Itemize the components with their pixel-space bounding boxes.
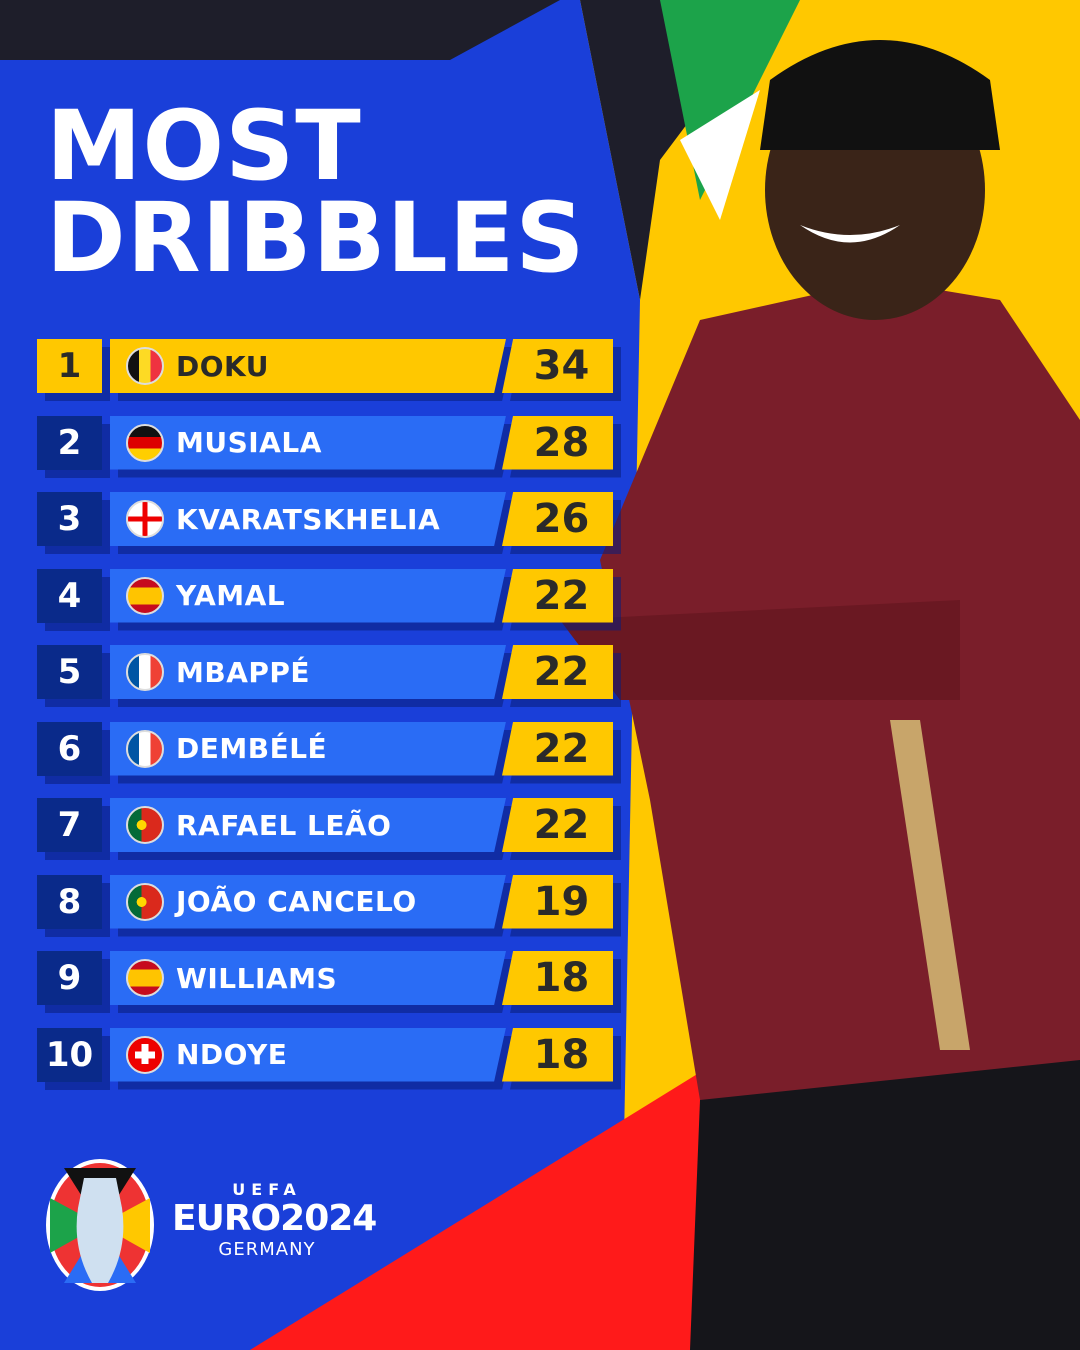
dribble-count: 22: [502, 645, 613, 699]
player-bar: DOKU: [110, 339, 506, 393]
dribble-count: 18: [502, 951, 613, 1005]
player-name: DEMBÉLÉ: [176, 732, 328, 765]
flag-portugal-icon: [126, 806, 164, 844]
player-name: NDOYE: [176, 1038, 288, 1071]
rank: 2: [37, 415, 102, 470]
flag-georgia-icon: [126, 500, 164, 538]
dribble-count: 22: [502, 798, 613, 852]
ranking-row: 3 KVARATSKHELIA 26: [37, 492, 613, 546]
flag-france-icon: [126, 729, 164, 768]
ranking-row: 8 JOÃO CANCELO 19: [37, 874, 613, 929]
ranking-row: 2 MUSIALA 28: [37, 415, 613, 470]
dribble-count: 22: [502, 721, 613, 776]
euro-trophy-logo: [44, 1158, 156, 1297]
player-bar: KVARATSKHELIA: [110, 492, 506, 546]
ranking-row: 5 MBAPPÉ 22: [37, 645, 613, 699]
dribble-count: 34: [502, 339, 613, 393]
dribble-count: 28: [502, 415, 613, 470]
euro2024-wordmark: UEFA EURO2024 GERMANY: [172, 1180, 377, 1260]
player-bar: MUSIALA: [110, 415, 506, 470]
flag-portugal-icon: [126, 882, 164, 921]
player-bar: RAFAEL LEÃO: [110, 798, 506, 852]
ranking-row: 7 RAFAEL LEÃO 22: [37, 798, 613, 852]
player-name: KVARATSKHELIA: [176, 502, 441, 536]
player-bar: DEMBÉLÉ: [110, 721, 506, 776]
ranking-row: 6 DEMBÉLÉ 22: [37, 721, 613, 776]
player-name: RAFAEL LEÃO: [176, 808, 392, 842]
player-bar: JOÃO CANCELO: [110, 874, 506, 929]
rank: 4: [37, 568, 102, 623]
flag-switzerland-icon: [126, 1035, 164, 1074]
dribble-count: 22: [502, 568, 613, 623]
ranking-row: 1 DOKU 34: [37, 339, 613, 393]
rank: 8: [37, 874, 102, 929]
uefa-text: UEFA: [232, 1180, 302, 1199]
flag-spain-icon: [126, 959, 164, 997]
event-text: EURO2024: [172, 1198, 377, 1239]
ranking-row: 9 WILLIAMS 18: [37, 951, 613, 1005]
player-name: DOKU: [176, 349, 269, 383]
ranking-row: 10 NDOYE 18: [37, 1027, 613, 1082]
rank: 10: [37, 1027, 102, 1082]
ranking-row: 4 YAMAL 22: [37, 568, 613, 623]
dribble-count: 18: [502, 1027, 613, 1082]
rank: 7: [37, 798, 102, 852]
flag-germany-icon: [126, 423, 164, 462]
player-bar: YAMAL: [110, 568, 506, 623]
title-line-2: DRIBBLES: [46, 182, 586, 294]
rank: 9: [37, 951, 102, 1005]
player-name: MUSIALA: [176, 426, 322, 459]
player-bar: NDOYE: [110, 1027, 506, 1082]
host-text: GERMANY: [218, 1239, 316, 1260]
player-bar: MBAPPÉ: [110, 645, 506, 699]
dribble-count: 26: [502, 492, 613, 546]
page-title: MOST DRIBBLES: [46, 98, 586, 286]
flag-belgium-icon: [126, 347, 164, 385]
rank: 5: [37, 645, 102, 699]
player-photo: [560, 40, 1080, 1350]
player-name: YAMAL: [176, 579, 286, 612]
rank: 3: [37, 492, 102, 546]
flag-spain-icon: [126, 576, 164, 615]
rank: 1: [37, 339, 102, 393]
rank: 6: [37, 721, 102, 776]
player-bar: WILLIAMS: [110, 951, 506, 1005]
player-name: JOÃO CANCELO: [176, 885, 417, 918]
dribble-count: 19: [502, 874, 613, 929]
flag-france-icon: [126, 653, 164, 691]
player-name: MBAPPÉ: [176, 655, 311, 689]
title-line-1: MOST: [46, 90, 362, 202]
player-name: WILLIAMS: [176, 961, 338, 995]
